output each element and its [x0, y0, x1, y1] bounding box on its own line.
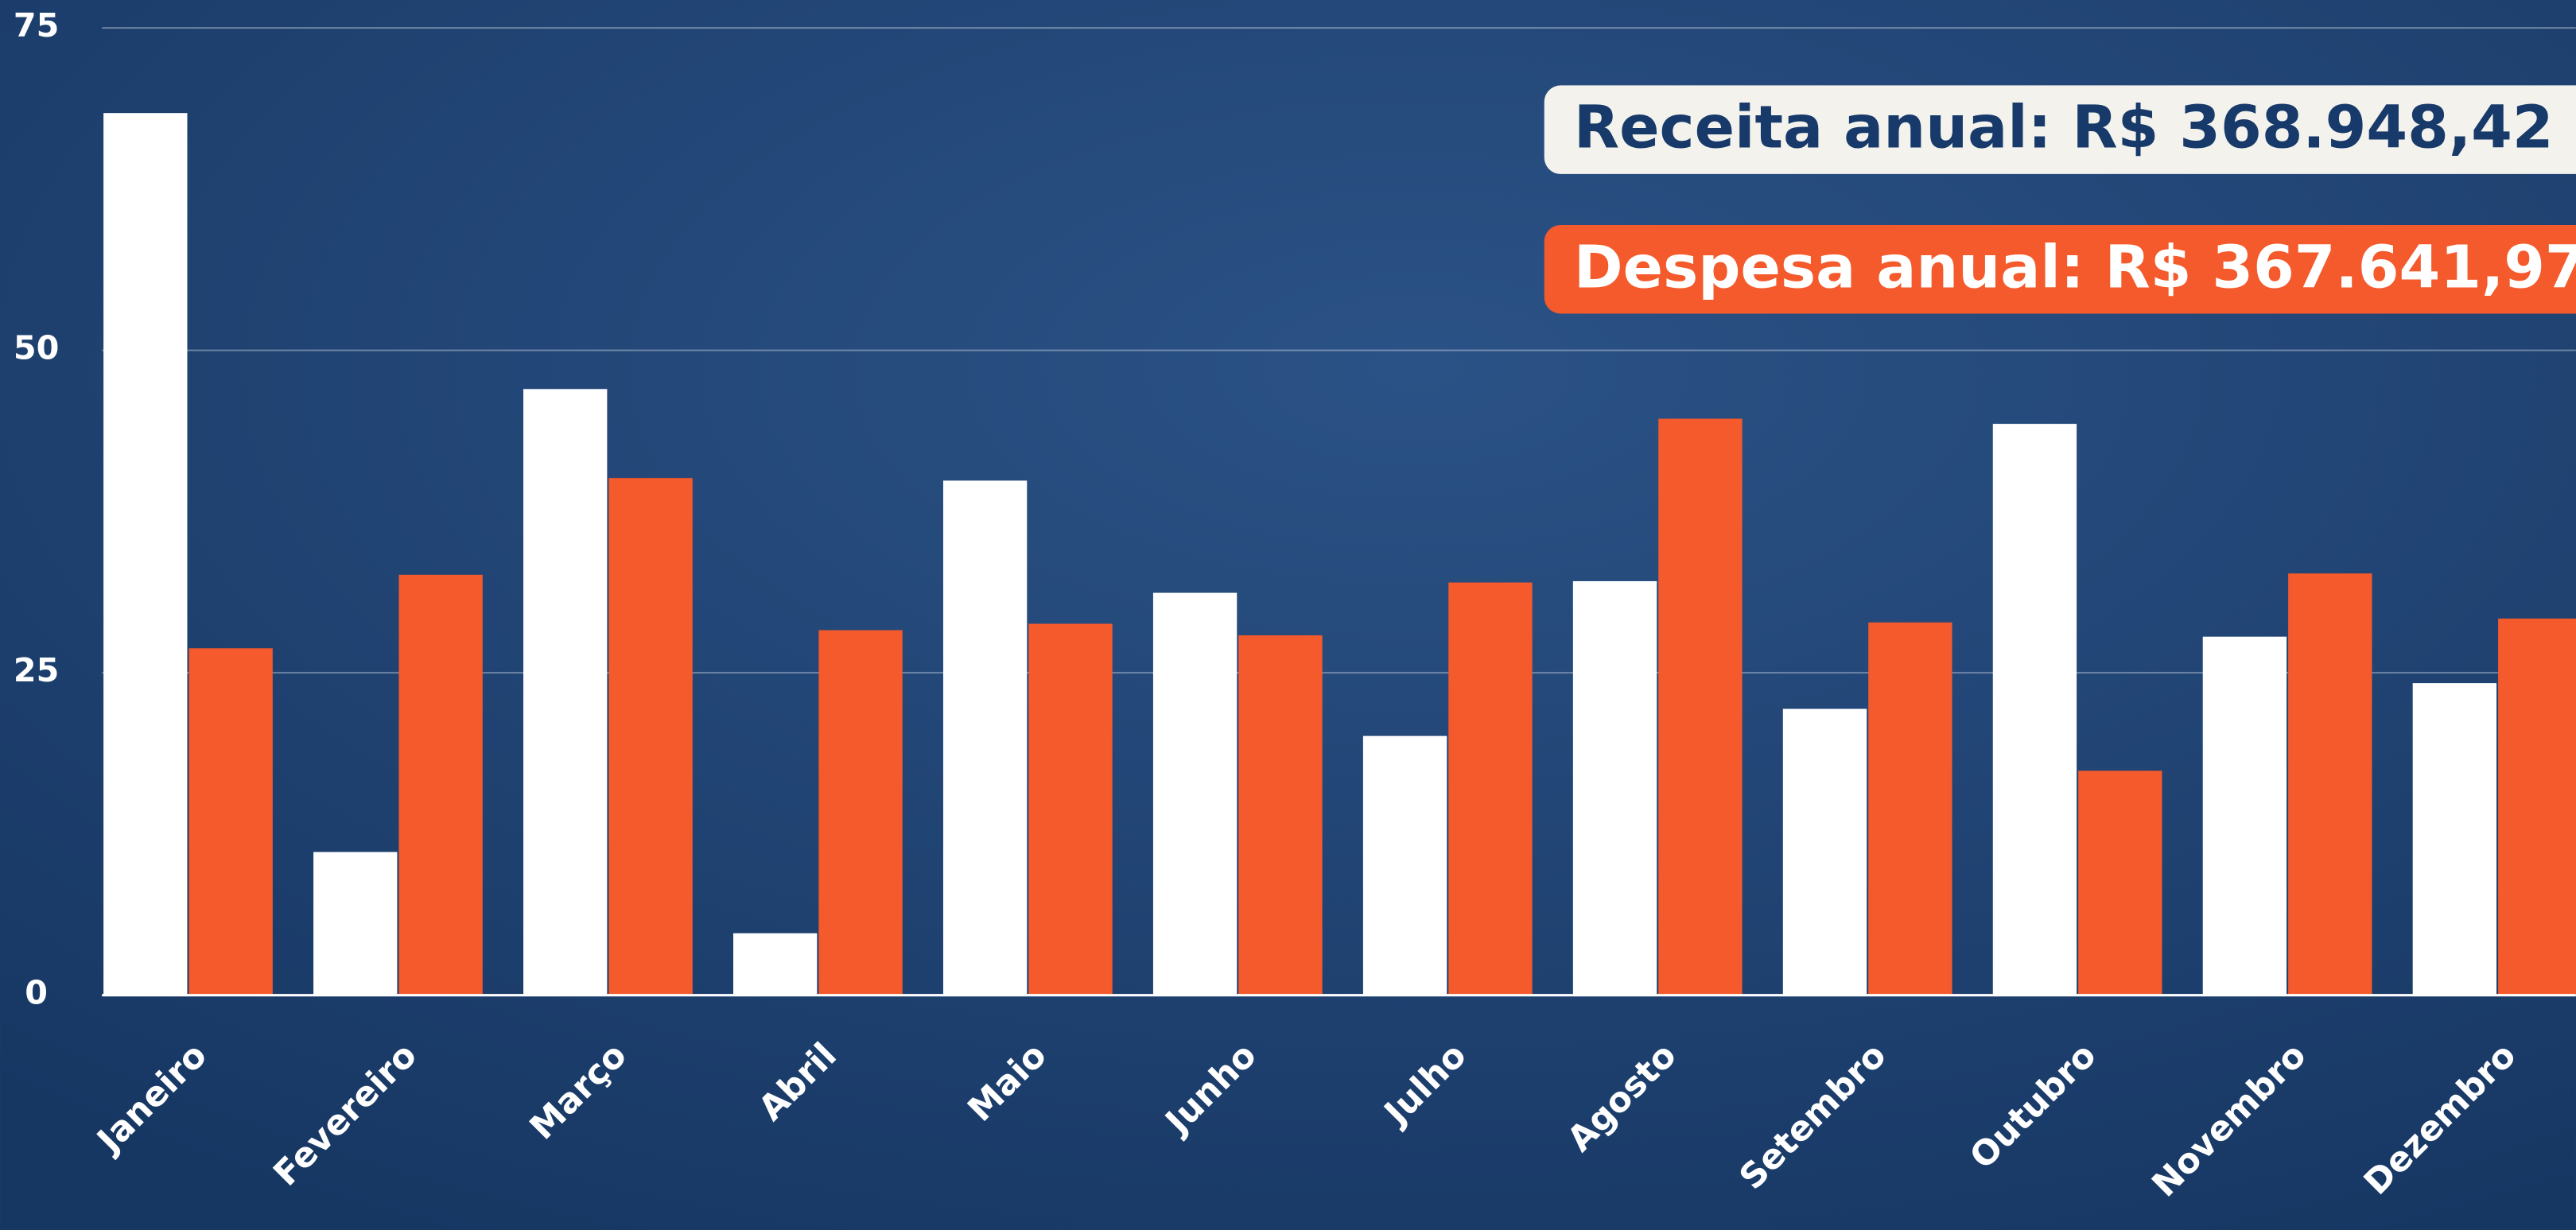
page: 0255075JaneiroFevereiroMarçoAbrilMaioJun…: [0, 0, 2576, 1230]
bar: [1783, 709, 1867, 995]
bar: [103, 113, 187, 995]
legend-label: Receita anual: R$ 368.948,42: [1574, 93, 2554, 162]
bar: [608, 478, 692, 995]
bar: [943, 480, 1027, 995]
bar: [1993, 424, 2077, 995]
bar: [2203, 637, 2287, 995]
bar: [1028, 623, 1112, 995]
bar: [2078, 770, 2162, 995]
y-tick-label: 75: [14, 6, 59, 45]
bar: [189, 648, 273, 995]
bar: [523, 389, 607, 995]
bar: [313, 852, 397, 995]
bar: [1658, 419, 1742, 995]
bar: [2413, 683, 2496, 995]
y-tick-label: 25: [14, 651, 59, 689]
bar: [818, 631, 902, 995]
bar: [1868, 623, 1952, 995]
bar: [2498, 619, 2576, 995]
y-tick-label: 50: [14, 329, 59, 367]
legend-label: Despesa anual: R$ 367.641,97: [1574, 232, 2576, 301]
bar: [1363, 736, 1447, 995]
bar: [398, 575, 482, 995]
bar: [1573, 581, 1657, 995]
y-tick-label: 0: [25, 974, 48, 1012]
bar: [733, 933, 817, 995]
bar: [2288, 573, 2372, 995]
chart: 0255075JaneiroFevereiroMarçoAbrilMaioJun…: [0, 0, 2576, 1230]
bar: [1153, 593, 1237, 995]
bar: [1448, 583, 1532, 995]
bar: [1238, 635, 1322, 995]
